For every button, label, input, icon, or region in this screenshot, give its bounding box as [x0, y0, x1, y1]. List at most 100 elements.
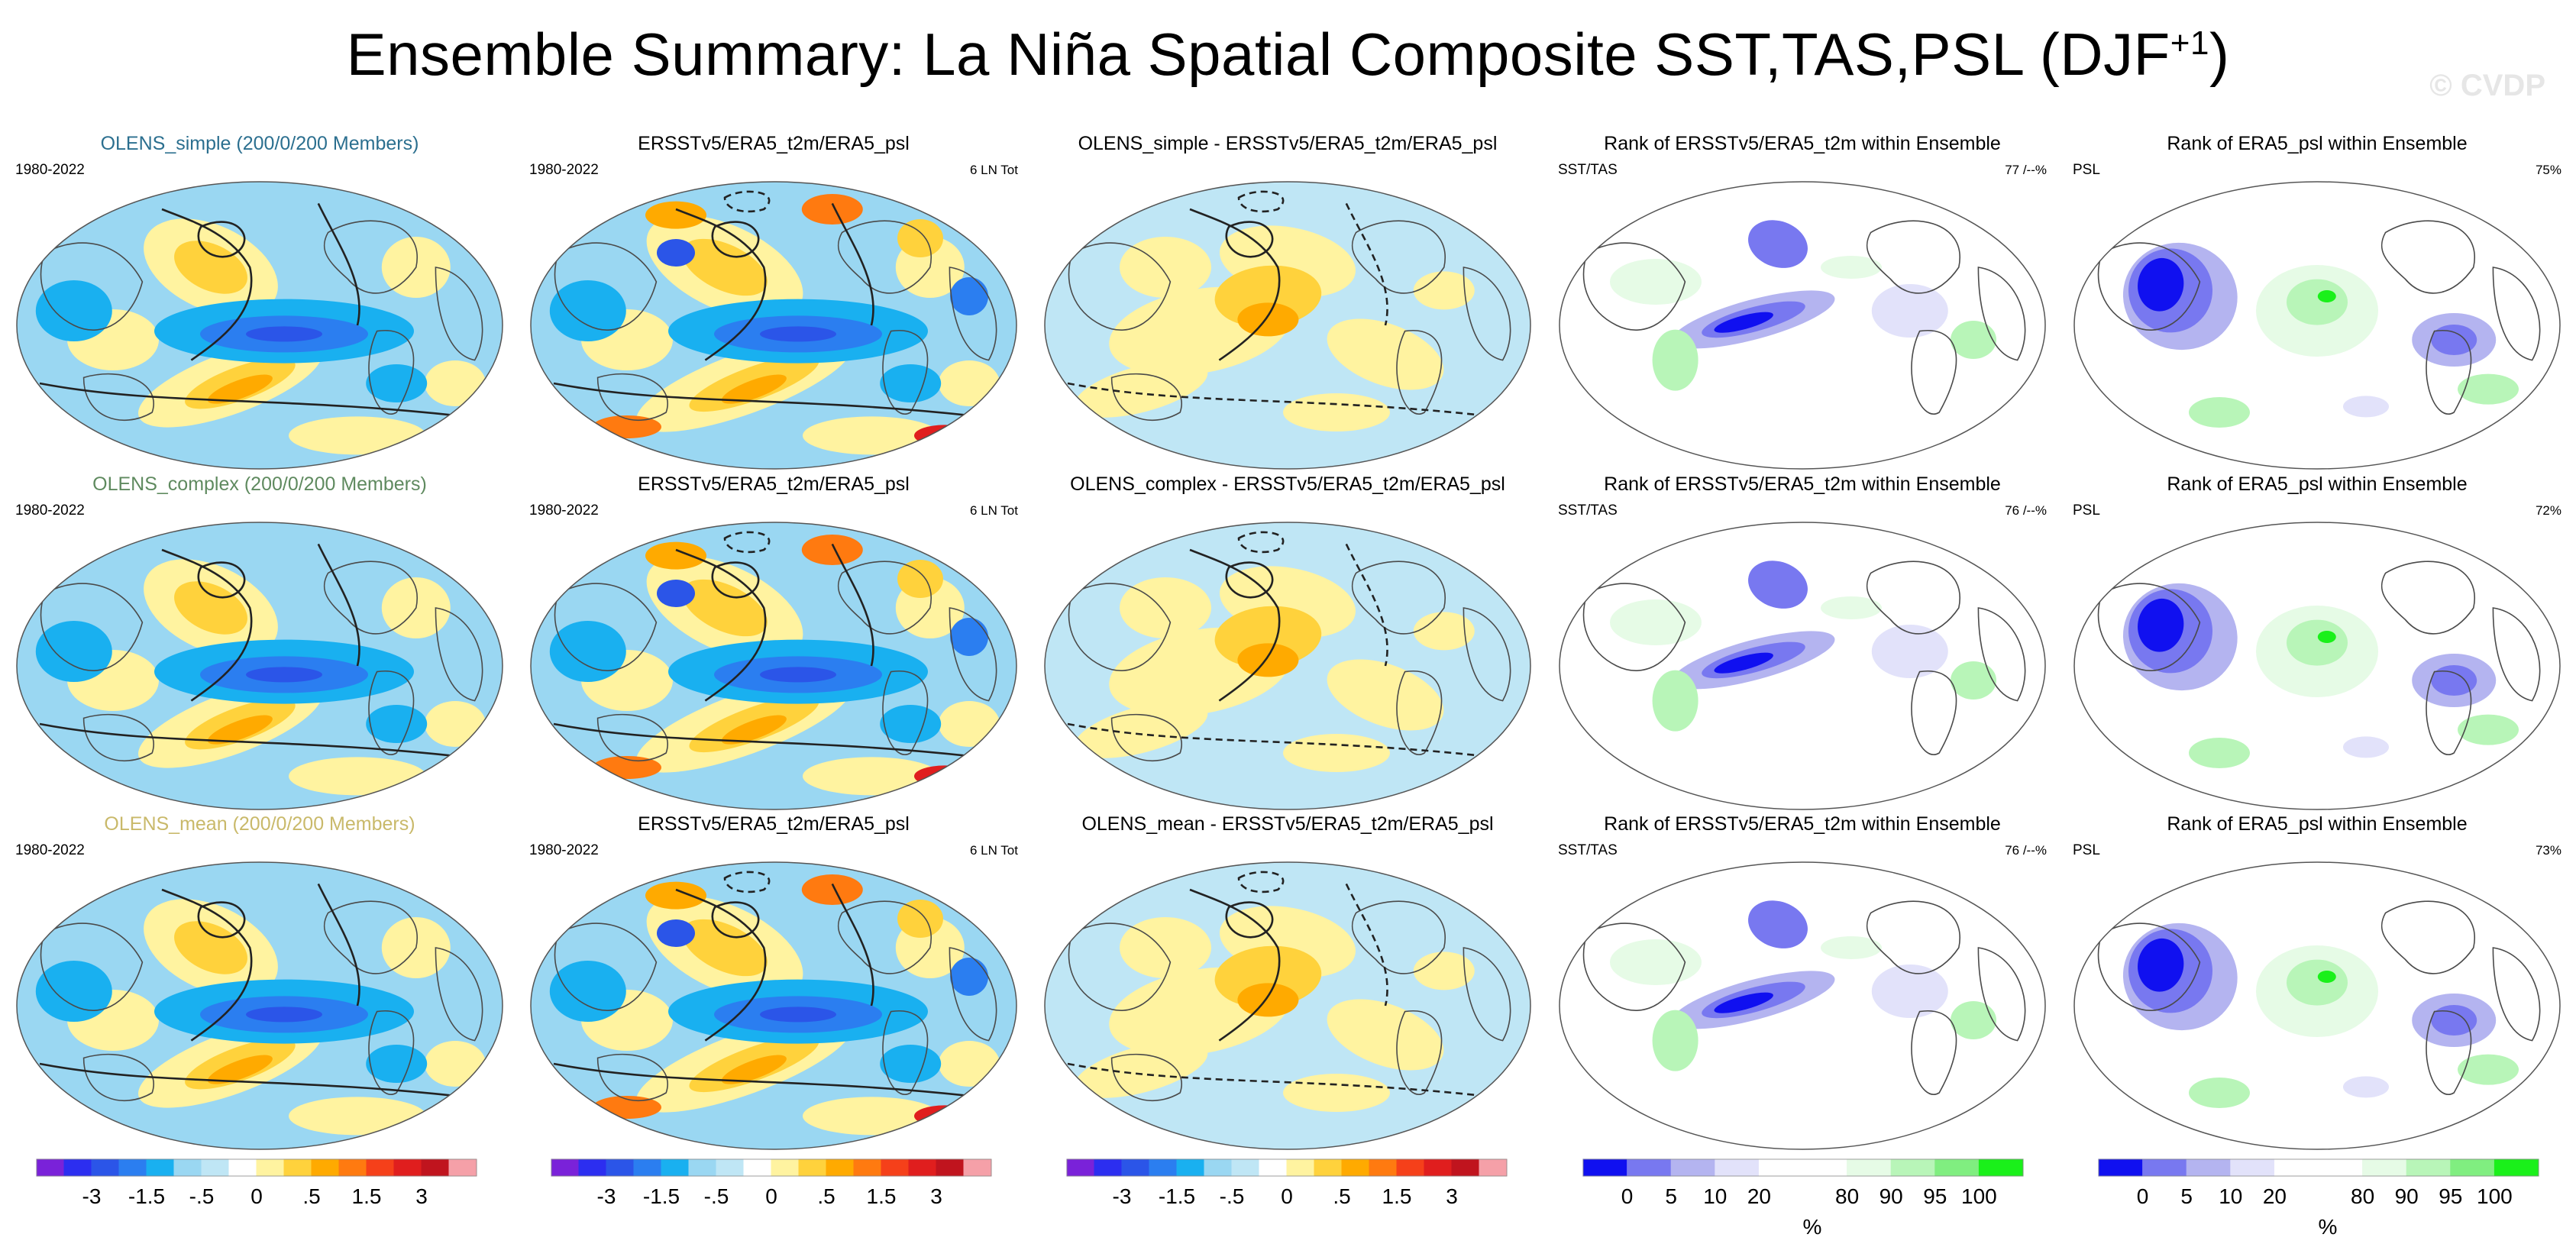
colorbar-tick-label: 5	[2180, 1184, 2193, 1208]
colorbar-frame	[2098, 1158, 2539, 1177]
colorbar-tick-label: -1.5	[1159, 1184, 1195, 1208]
panel-corner-left: SST/TAS	[1558, 162, 1618, 178]
map-border	[530, 861, 1017, 1150]
panel-corner-left: PSL	[2073, 162, 2100, 178]
colorbar-swatch	[173, 1158, 202, 1177]
colorbar-tick-label: 95	[1923, 1184, 1947, 1208]
colorbar-swatch	[1286, 1158, 1315, 1177]
panel-corner-left: 1980-2022	[15, 842, 85, 858]
map-field	[2074, 182, 2560, 469]
panel-title: ERSSTv5/ERA5_t2m/ERA5_psl	[638, 133, 910, 154]
panel-title: Rank of ERA5_psl within Ensemble	[2167, 133, 2467, 154]
colorbar-tick-label: 100	[2477, 1184, 2513, 1208]
colorbar-swatch	[578, 1158, 607, 1177]
colorbar-tick-label: 100	[1961, 1184, 1997, 1208]
colorbar-tick-label: 80	[1835, 1184, 1859, 1208]
colorbar-swatch	[606, 1158, 635, 1177]
colorbar-swatch	[633, 1158, 662, 1177]
panel-title: Rank of ERSSTv5/ERA5_t2m within Ensemble	[1604, 473, 2001, 495]
colorbar-frame	[1582, 1158, 2024, 1177]
colorbar-swatch	[338, 1158, 367, 1177]
colorbar-swatch	[661, 1158, 690, 1177]
colorbar-tick-label: 0	[765, 1184, 777, 1208]
map-field	[2074, 522, 2560, 809]
colorbar-swatch	[91, 1158, 120, 1177]
colorbar-swatch	[1890, 1158, 1936, 1177]
colorbar-swatch	[743, 1158, 772, 1177]
colorbar-tick-label: 0	[2137, 1184, 2149, 1208]
panel-mean-rank_psl: Rank of ERA5_psl within Ensemble PSL 73%	[2073, 813, 2561, 1150]
colorbar-swatch	[1802, 1158, 1848, 1177]
colorbar-tick-label: -.5	[1220, 1184, 1245, 1208]
panel-complex-difference: OLENS_complex - ERSSTv5/ERA5_t2m/ERA5_ps…	[1044, 473, 1531, 810]
colorbar-swatch	[2274, 1158, 2319, 1177]
panel-complex-ensemble: OLENS_complex (200/0/200 Members) 1980-20…	[15, 473, 503, 810]
colorbar-tick-label: .5	[817, 1184, 835, 1208]
panel-title: Rank of ERSSTv5/ERA5_t2m within Ensemble	[1604, 813, 2001, 835]
panel-corner-right: 6 LN Tot	[970, 163, 1018, 177]
colorbar-swatch	[421, 1158, 450, 1177]
panel-simple-rank_psl: Rank of ERA5_psl within Ensemble PSL 75%	[2073, 133, 2561, 470]
map-border	[1044, 181, 1531, 470]
colorbar-swatch	[826, 1158, 855, 1177]
map-border	[530, 522, 1017, 810]
panel-title: Rank of ERSSTv5/ERA5_t2m within Ensemble	[1604, 133, 2001, 154]
colorbar-tick-label: 1.5	[352, 1184, 382, 1208]
panel-title: OLENS_complex - ERSSTv5/ERA5_t2m/ERA5_ps…	[1070, 473, 1505, 495]
colorbar-swatch	[118, 1158, 147, 1177]
colorbar-tick-label: 10	[2219, 1184, 2242, 1208]
colorbar-swatch	[1627, 1158, 1672, 1177]
panel-complex-observations: ERSSTv5/ERA5_t2m/ERA5_psl 1980-2022 6 LN T…	[529, 473, 1018, 810]
colorbar-swatch	[1314, 1158, 1343, 1177]
colorbar-tick-label: -3	[1113, 1184, 1132, 1208]
colorbar-tick-label: 1.5	[867, 1184, 897, 1208]
map-field	[531, 182, 1017, 469]
colorbar-swatch	[2406, 1158, 2452, 1177]
panel-corner-left: SST/TAS	[1558, 842, 1618, 858]
colorbar-swatch	[1369, 1158, 1398, 1177]
colorbar-swatch	[716, 1158, 745, 1177]
colorbar-swatch	[2494, 1158, 2539, 1177]
panel-title: Rank of ERA5_psl within Ensemble	[2167, 473, 2467, 495]
panel-title: Rank of ERA5_psl within Ensemble	[2167, 813, 2467, 835]
colorbar-unit-label: %	[1803, 1215, 1822, 1239]
map-field	[1559, 862, 2045, 1149]
colorbar-swatch	[366, 1158, 395, 1177]
panel-corner-left: SST/TAS	[1558, 502, 1618, 519]
panel-corner-left: 1980-2022	[529, 502, 599, 519]
colorbar-tick-label: 0	[1281, 1184, 1293, 1208]
panel-simple-observations: ERSSTv5/ERA5_t2m/ERA5_psl 1980-2022 6 LN T…	[529, 133, 1018, 470]
colorbar-swatch	[1934, 1158, 1980, 1177]
colorbar-tick-label: -1.5	[643, 1184, 680, 1208]
colorbar-swatch	[798, 1158, 827, 1177]
panel-corner-right: 73%	[2536, 843, 2561, 858]
colorbar-tick-label: 1.5	[1382, 1184, 1412, 1208]
colorbar-swatch	[551, 1158, 580, 1177]
map-field	[2074, 862, 2560, 1149]
colorbar-swatch	[688, 1158, 717, 1177]
colorbar-tick-label: .5	[1333, 1184, 1350, 1208]
colorbar-tick-label: 90	[2395, 1184, 2419, 1208]
colorbar-swatch	[1715, 1158, 1760, 1177]
map-field	[17, 182, 503, 469]
panel-corner-left: PSL	[2073, 502, 2100, 519]
panel-corner-right: 77 /--%	[2005, 163, 2047, 177]
colorbar-tick-label: 0	[1621, 1184, 1634, 1208]
map-border	[2073, 861, 2561, 1150]
map-field	[1045, 522, 1530, 809]
colorbar-tick-label: 3	[930, 1184, 942, 1208]
panel-simple-ensemble: OLENS_simple (200/0/200 Members) 1980-202…	[15, 133, 503, 470]
colorbar-frame	[551, 1158, 992, 1177]
panel-corner-right: 75%	[2536, 163, 2561, 177]
colorbar-tick-label: -.5	[189, 1184, 215, 1208]
panel-mean-difference: OLENS_mean - ERSSTv5/ERA5_t2m/ERA5_psl	[1044, 813, 1531, 1150]
colorbar-swatch	[1066, 1158, 1095, 1177]
panel-corner-right: 72%	[2536, 503, 2561, 518]
map-field	[1559, 522, 2045, 809]
colorbar-swatch	[311, 1158, 340, 1177]
colorbar-anomaly-2: -3 -1.5 -.5 0 .5 1.5 3	[551, 1158, 992, 1208]
colorbar-swatch	[2142, 1158, 2187, 1177]
panel-corner-left: 1980-2022	[529, 162, 599, 178]
colorbar-swatch	[2230, 1158, 2275, 1177]
